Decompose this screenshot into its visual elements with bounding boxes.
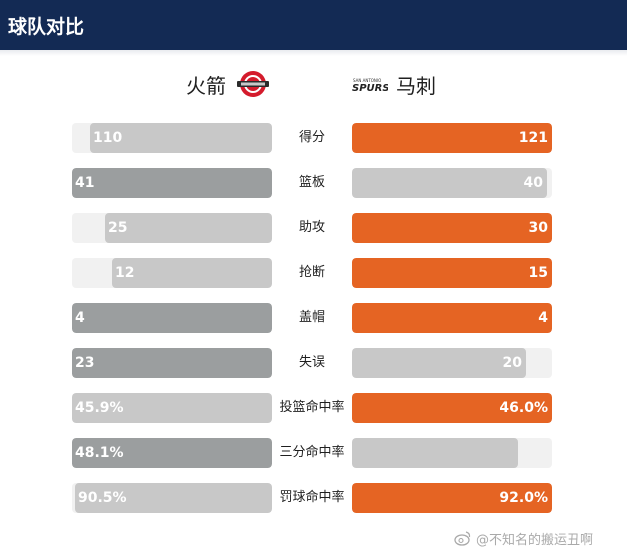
away-stat-value: 121 (518, 130, 548, 146)
away-bar-fill (352, 123, 552, 153)
home-bar-fill (72, 303, 272, 333)
away-bar-track: 15 (352, 258, 552, 288)
home-bar-fill (112, 258, 272, 288)
header-bar: 球队对比 (0, 0, 627, 50)
stat-row: 110 得分 121 (0, 123, 627, 153)
home-bar-track: 4 (72, 303, 272, 333)
away-stat-value: 92.0% (499, 490, 548, 506)
away-team: SAN ANTONIO SPURS 马刺 (352, 68, 436, 100)
home-team: 火箭 (186, 68, 270, 100)
away-bar-track: 20 (352, 348, 552, 378)
away-bar-fill (352, 483, 552, 513)
home-stat-value: 4 (75, 310, 85, 326)
stat-row: 48.1% 三分命中率 (0, 438, 627, 468)
home-bar-track: 23 (72, 348, 272, 378)
home-stat-value: 41 (75, 175, 95, 191)
home-bar-track: 90.5% (72, 483, 272, 513)
home-bar-fill (72, 393, 272, 423)
home-bar-track: 12 (72, 258, 272, 288)
stat-row: 45.9% 投篮命中率 46.0% (0, 393, 627, 423)
stat-label: 投篮命中率 (279, 400, 345, 415)
away-bar-track: 46.0% (352, 393, 552, 423)
stat-label: 得分 (298, 130, 325, 145)
away-stat-value: 20 (502, 355, 522, 371)
away-bar-fill (352, 438, 518, 468)
stat-row: 25 助攻 30 (0, 213, 627, 243)
home-stat-value: 48.1% (75, 445, 124, 461)
away-bar-fill (352, 258, 552, 288)
stat-row: 4 盖帽 4 (0, 303, 627, 333)
home-bar-fill (72, 168, 272, 198)
stat-row: 12 抢断 15 (0, 258, 627, 288)
page-title: 球队对比 (8, 16, 85, 38)
home-bar-fill (105, 213, 272, 243)
away-bar-track: 92.0% (352, 483, 552, 513)
home-stat-value: 23 (75, 355, 95, 371)
away-stat-value: 46.0% (499, 400, 548, 416)
away-stat-value: 4 (538, 310, 548, 326)
svg-text:SAN ANTONIO: SAN ANTONIO (353, 78, 381, 83)
away-bar-track: 40 (352, 168, 552, 198)
away-bar-fill (352, 168, 547, 198)
stat-label: 抢断 (298, 265, 325, 280)
away-bar-track: 30 (352, 213, 552, 243)
rockets-logo-icon (236, 69, 270, 99)
stat-row: 41 篮板 40 (0, 168, 627, 198)
away-bar-track: 121 (352, 123, 552, 153)
home-bar-fill (90, 123, 272, 153)
weibo-icon (454, 531, 471, 546)
home-bar-track: 25 (72, 213, 272, 243)
away-bar-fill (352, 213, 552, 243)
home-bar-track: 45.9% (72, 393, 272, 423)
watermark-text: @不知名的搬运丑啊 (476, 533, 594, 548)
home-stat-value: 25 (108, 220, 128, 236)
stat-label: 罚球命中率 (279, 490, 345, 505)
away-bar-fill (352, 393, 552, 423)
away-team-name: 马刺 (396, 73, 436, 98)
stat-label: 助攻 (298, 220, 325, 235)
away-bar-fill (352, 303, 552, 333)
stat-row: 90.5% 罚球命中率 92.0% (0, 483, 627, 513)
stat-label: 篮板 (298, 175, 325, 190)
away-stat-value: 40 (523, 175, 543, 191)
home-bar-track: 48.1% (72, 438, 272, 468)
home-bar-fill (72, 438, 272, 468)
away-stat-value: 15 (528, 265, 548, 281)
away-bar-track (352, 438, 552, 468)
home-stat-value: 45.9% (75, 400, 124, 416)
home-bar-fill (72, 348, 272, 378)
home-stat-value: 12 (115, 265, 135, 281)
away-stat-value: 30 (528, 220, 548, 236)
stat-label: 失误 (298, 355, 325, 370)
home-stat-value: 110 (93, 130, 123, 146)
svg-text:SPURS: SPURS (352, 83, 388, 94)
away-bar-fill (352, 348, 526, 378)
away-bar-track: 4 (352, 303, 552, 333)
home-bar-fill (75, 483, 272, 513)
spurs-logo-icon: SAN ANTONIO SPURS (352, 75, 390, 94)
home-team-name: 火箭 (186, 73, 226, 98)
stat-label: 盖帽 (298, 310, 325, 325)
stat-label: 三分命中率 (279, 445, 345, 460)
home-bar-track: 110 (72, 123, 272, 153)
home-stat-value: 90.5% (78, 490, 127, 506)
stat-row: 23 失误 20 (0, 348, 627, 378)
home-bar-track: 41 (72, 168, 272, 198)
